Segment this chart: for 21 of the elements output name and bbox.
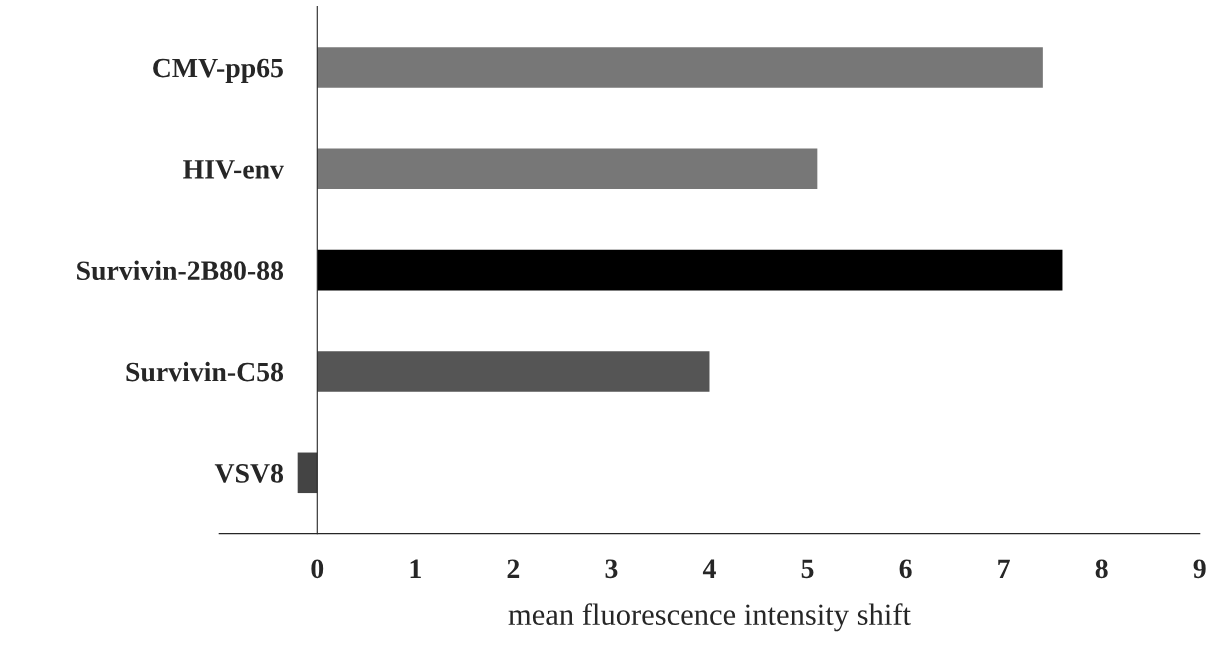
x-tick-label: 1	[410, 559, 421, 578]
x-tick-label: 9	[1193, 559, 1206, 579]
y-tick-label: Survivin-C58	[126, 361, 284, 382]
x-tick-label: 8	[1095, 559, 1108, 579]
x-tick-label: 3	[605, 559, 618, 579]
y-tick-label: Survivin-2B80-88	[77, 260, 284, 281]
bar	[317, 148, 818, 190]
bar	[317, 249, 1063, 291]
y-tick-label: CMV-pp65	[153, 58, 283, 84]
x-axis-title: mean fluorescence intensity shift	[508, 603, 911, 632]
x-tick-label: 4	[702, 559, 716, 578]
x-tick-label: 7	[998, 559, 1010, 578]
y-tick-label: VSV8	[214, 463, 284, 483]
x-tick-label: 5	[801, 559, 814, 579]
bar	[317, 351, 710, 392]
y-tick-label: HIV-env	[183, 160, 284, 179]
x-tick-label: 2	[507, 559, 520, 578]
bar	[317, 47, 1043, 88]
bar	[297, 452, 318, 494]
x-tick-label: 6	[899, 559, 912, 579]
x-tick-label: 0	[311, 559, 324, 579]
